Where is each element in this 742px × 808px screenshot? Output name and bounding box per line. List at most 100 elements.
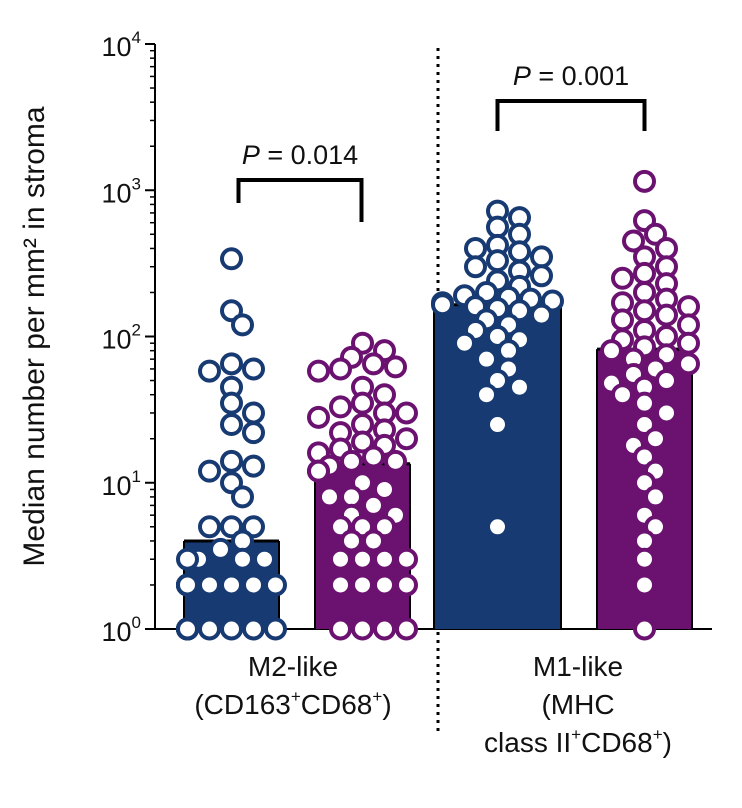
data-point-blue <box>475 347 498 371</box>
data-point-blue <box>176 573 199 597</box>
data-point-blue <box>486 413 509 437</box>
data-point-purple <box>655 401 678 425</box>
data-point-purple <box>633 547 656 571</box>
data-point-purple <box>395 573 418 597</box>
data-point-purple <box>329 617 352 641</box>
data-point-blue <box>464 236 487 260</box>
data-point-blue <box>176 547 199 571</box>
data-point-blue <box>220 247 243 271</box>
data-point-blue <box>220 413 243 437</box>
data-point-blue <box>486 249 509 273</box>
data-point-purple <box>395 547 418 571</box>
data-point-purple <box>351 430 374 454</box>
data-point-purple <box>373 617 396 641</box>
data-point-purple <box>633 261 656 285</box>
data-point-blue <box>264 617 287 641</box>
data-point-purple <box>677 352 700 376</box>
data-point-purple <box>395 401 418 425</box>
data-point-blue <box>231 313 254 337</box>
y-tick-label: 101 <box>101 467 141 501</box>
category-label-line: (MHC <box>541 689 614 720</box>
data-point-purple <box>600 339 623 363</box>
data-point-purple <box>351 573 374 597</box>
data-point-purple <box>318 485 341 509</box>
data-point-purple <box>677 331 700 355</box>
data-point-blue <box>508 240 531 264</box>
data-point-blue <box>486 515 509 539</box>
data-point-blue <box>530 303 553 327</box>
y-axis-label: Median number per mm² in stroma <box>18 106 51 566</box>
category-label-line: M1-like <box>533 651 623 682</box>
data-point-purple <box>307 359 330 383</box>
data-point-blue <box>486 215 509 239</box>
data-point-purple <box>677 313 700 337</box>
data-point-blue <box>242 421 265 445</box>
p-value-bracket <box>236 178 364 222</box>
data-point-blue <box>198 515 221 539</box>
data-point-purple <box>362 445 385 469</box>
data-point-blue <box>253 547 276 571</box>
data-point-blue <box>242 454 265 478</box>
y-tick-label: 104 <box>101 28 141 62</box>
data-point-purple <box>362 493 385 517</box>
data-point-purple <box>329 573 352 597</box>
data-point-purple <box>611 383 634 407</box>
data-point-purple <box>655 303 678 327</box>
data-point-purple <box>384 449 407 473</box>
data-point-blue <box>242 617 265 641</box>
y-tick-label: 103 <box>101 174 141 208</box>
data-point-blue <box>464 255 487 279</box>
data-point-purple <box>633 169 656 193</box>
p-value-bracket <box>495 99 647 131</box>
p-value-label: P = 0.001 <box>513 61 629 91</box>
data-point-purple <box>611 308 634 332</box>
data-point-blue <box>497 339 520 363</box>
data-point-purple <box>340 529 363 553</box>
data-point-purple <box>611 266 634 290</box>
data-point-purple <box>329 357 352 381</box>
category-label-line: M2-like <box>248 651 338 682</box>
points-layer <box>176 169 700 641</box>
data-point-purple <box>307 405 330 429</box>
data-point-purple <box>329 547 352 571</box>
data-point-blue <box>209 537 232 561</box>
data-point-purple <box>340 485 363 509</box>
data-point-blue <box>508 375 531 399</box>
data-point-purple <box>395 617 418 641</box>
data-point-blue <box>198 617 221 641</box>
data-point-purple <box>351 617 374 641</box>
data-point-purple <box>644 427 667 451</box>
data-point-purple <box>373 573 396 597</box>
data-point-purple <box>677 295 700 319</box>
data-point-purple <box>373 477 396 501</box>
data-point-blue <box>220 352 243 376</box>
data-point-purple <box>655 369 678 393</box>
y-tick-label: 102 <box>101 321 141 355</box>
data-point-blue <box>220 573 243 597</box>
data-point-blue <box>198 359 221 383</box>
data-point-purple <box>633 280 656 304</box>
data-point-purple <box>633 391 656 415</box>
data-point-purple <box>655 325 678 348</box>
data-point-blue <box>475 383 498 407</box>
data-point-blue <box>242 401 265 425</box>
p-value-label: P = 0.014 <box>242 140 358 170</box>
category-label-line: class II+CD68+) <box>484 725 672 758</box>
data-point-purple <box>633 529 656 553</box>
data-point-purple <box>633 573 656 597</box>
data-point-purple <box>340 449 363 473</box>
data-point-purple <box>351 547 374 571</box>
data-point-purple <box>622 229 645 253</box>
annotation-layer: P = 0.014 M2-like (CD163+CD68+) P = 0.001 M1… <box>194 61 672 758</box>
data-point-purple <box>362 352 385 376</box>
data-point-blue <box>198 573 221 597</box>
data-point-purple <box>655 236 678 260</box>
data-point-purple <box>633 617 656 641</box>
data-point-purple <box>633 299 656 323</box>
y-tick-label: 100 <box>101 613 141 647</box>
data-point-purple <box>395 427 418 451</box>
data-point-blue <box>231 529 254 553</box>
data-point-purple <box>362 529 385 553</box>
data-point-blue <box>220 449 243 473</box>
